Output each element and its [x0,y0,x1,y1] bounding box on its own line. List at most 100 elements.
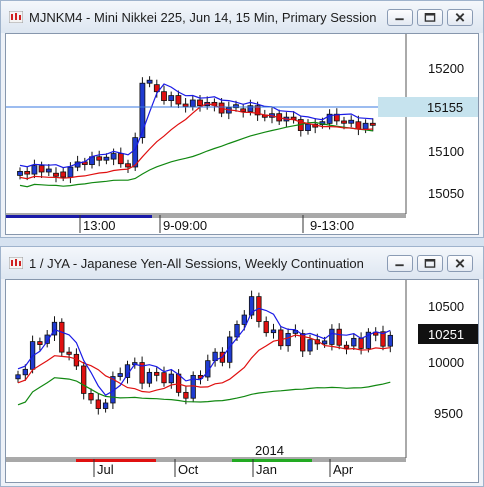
down-candle [53,172,59,177]
up-candle [247,105,254,112]
close-icon [455,259,465,268]
down-candle [38,165,45,173]
time-label: Jan [256,462,277,477]
up-candle [387,334,393,347]
up-candle [248,296,255,316]
up-candle [190,374,196,399]
down-candle [300,333,306,352]
restore-icon [424,259,436,268]
down-candle [380,331,386,347]
up-candle [45,168,52,173]
up-candle [189,99,196,107]
down-candle [175,373,182,393]
mid-moving-average-line [17,334,391,393]
up-candle [146,371,153,384]
session-bar [312,459,406,462]
session-bar [232,459,312,462]
close-button[interactable] [447,9,473,26]
up-candle [307,339,313,352]
up-candle [132,137,139,168]
up-candle [102,402,109,409]
price-chart[interactable]: 10500 10000 9500 10251 2014 Jul Oct Jan … [6,280,478,482]
down-candle [341,120,347,124]
up-candle [117,373,123,377]
down-candle [355,121,362,130]
up-candle [51,321,58,336]
price-label: 10500 [428,299,464,314]
last-price-badge [378,97,478,117]
up-candle [22,368,28,376]
up-candle [44,334,50,344]
down-candle [96,156,103,161]
down-candle [66,351,72,355]
mid-moving-average-line [19,102,373,180]
chart-area[interactable]: 15200 15150 15100 15050 15155 13:00 9-09… [5,33,479,235]
down-candle [182,103,189,107]
down-candle [161,372,167,384]
up-candle [139,82,146,139]
up-candle [321,340,328,345]
minimize-button[interactable] [387,9,413,26]
price-label: 9500 [434,406,463,421]
candlestick-group [15,290,393,415]
down-candle [139,362,145,384]
last-price-value: 15155 [427,100,463,115]
fast-moving-average-line [17,307,391,396]
down-candle [254,105,261,116]
down-candle [24,170,31,175]
up-candle [146,79,153,84]
fast-moving-average-line [19,83,373,169]
session-bar-current [152,215,406,218]
close-button[interactable] [447,255,473,272]
down-candle [117,153,124,165]
time-label: 9-09:00 [163,218,207,233]
price-label: 15100 [428,144,464,159]
down-candle [278,329,284,347]
last-price-value: 10251 [428,327,464,342]
up-candle [348,119,355,124]
plot-region [6,34,406,214]
down-candle [154,371,160,376]
session-bar-prev [6,215,152,218]
session-bar [6,459,76,462]
chart-area[interactable]: 10500 10000 9500 10251 2014 Jul Oct Jan … [5,279,479,483]
time-label: Apr [333,462,354,477]
title-bar[interactable]: MJNKM4 - Mini Nikkei 225, Jun 14, 15 Min… [1,1,483,33]
down-candle [60,171,67,178]
year-label: 2014 [255,443,284,458]
up-candle [103,156,110,161]
down-candle [336,328,342,346]
down-candle [153,84,160,93]
down-candle [358,337,364,349]
down-candle [175,95,182,105]
yen-chart-window: 1 / JYA - Japanese Yen-All Sessions, Wee… [0,246,484,487]
price-label: 10000 [428,355,464,370]
up-candle [305,123,311,131]
title-bar[interactable]: 1 / JYA - Japanese Yen-All Sessions, Wee… [1,247,483,279]
down-candle [343,344,350,349]
restore-button[interactable] [417,9,443,26]
restore-button[interactable] [417,255,443,272]
up-candle [233,104,239,109]
up-candle [17,170,23,176]
price-chart[interactable]: 15200 15150 15100 15050 15155 13:00 9-09… [6,34,478,234]
session-bar [76,459,156,462]
up-candle [285,332,291,347]
app-chart-icon [9,11,23,23]
up-candle [124,364,131,378]
up-candle [365,331,372,349]
up-candle [31,165,38,175]
window-title: 1 / JYA - Japanese Yen-All Sessions, Wee… [29,256,364,271]
last-price-badge [418,324,478,344]
up-candle [326,113,333,124]
up-candle [351,337,357,347]
up-candle [241,314,247,325]
down-candle [81,365,87,394]
up-candle [67,166,74,178]
app-chart-icon [9,257,23,269]
minimize-button[interactable] [387,255,413,272]
down-candle [183,391,189,399]
slow-moving-average-line [17,377,391,406]
up-candle [15,374,21,380]
minimize-icon [395,18,404,21]
